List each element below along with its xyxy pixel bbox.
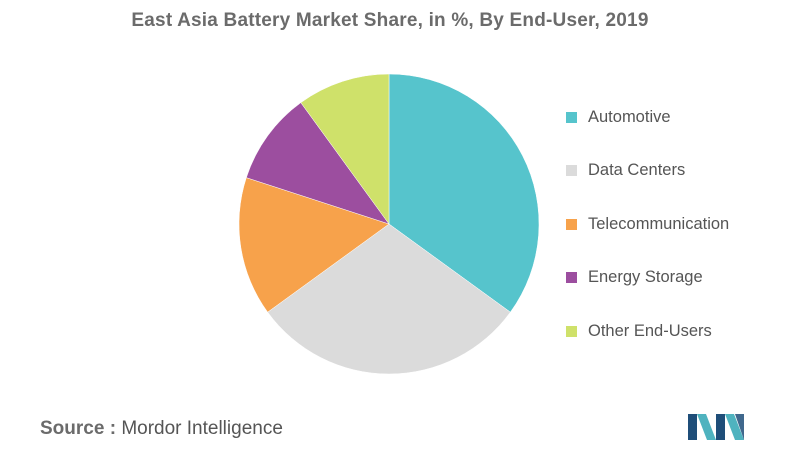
legend-label: Data Centers (588, 161, 686, 179)
legend-swatch (566, 111, 577, 123)
legend-swatch (566, 218, 577, 230)
legend-label: Automotive (588, 107, 671, 126)
source-attribution: Source : Mordor Intelligence (40, 418, 283, 440)
source-label: Source : (40, 418, 117, 439)
chart-title: East Asia Battery Market Share, in %, By… (131, 10, 649, 31)
legend-swatch (566, 325, 577, 337)
legend-item-data-centers: Data Centers (566, 158, 729, 184)
legend-item-other-end-users: Other End-Users (566, 318, 729, 344)
legend-item-automotive: Automotive (566, 104, 729, 130)
pie-slice-energy-storage (246, 102, 390, 225)
pie-slice-automotive (388, 73, 540, 313)
legend: Automotive Data Centers Telecommunication E… (566, 104, 729, 372)
legend-item-telecommunication: Telecommunication (566, 211, 729, 237)
pie-slice-other-end-users (300, 73, 390, 225)
pie-slice-telecommunication (238, 177, 390, 313)
legend-swatch (566, 272, 577, 283)
legend-swatch (566, 165, 577, 176)
legend-item-energy-storage: Energy Storage (566, 265, 729, 291)
legend-label: Other End-Users (588, 321, 712, 340)
legend-label: Telecommunication (588, 214, 730, 233)
source-value: Mordor Intelligence (121, 418, 283, 439)
legend-label: Energy Storage (588, 268, 703, 286)
mordor-intelligence-logo-icon (688, 414, 744, 440)
pie-slice-data-centers (267, 223, 511, 375)
